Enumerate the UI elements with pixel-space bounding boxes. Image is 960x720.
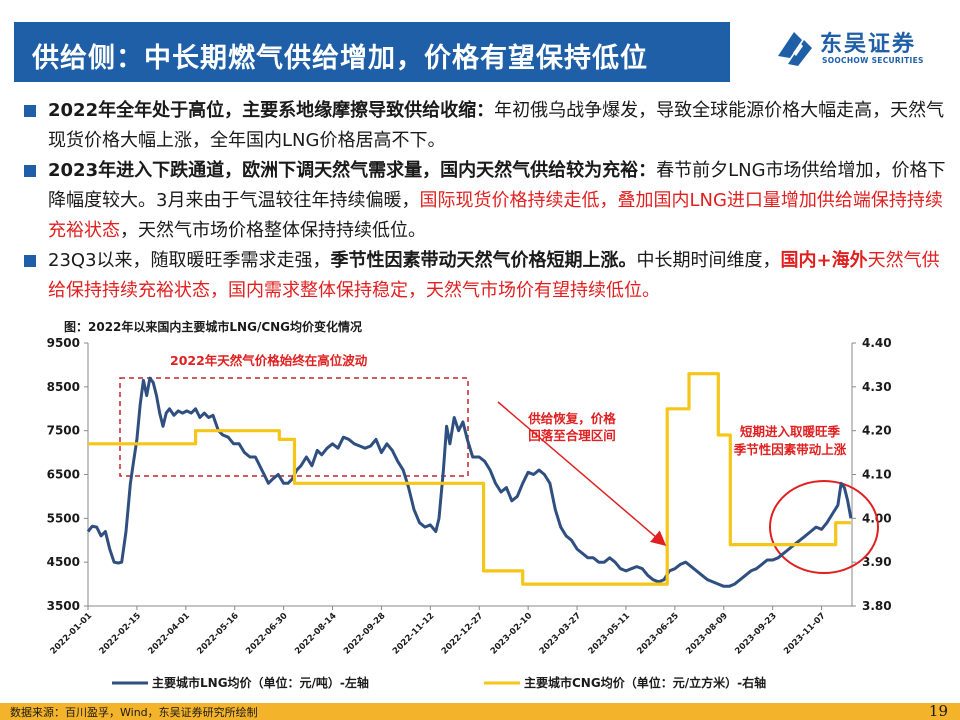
- page-number: 19: [928, 702, 948, 720]
- footer-bar: 数据来源：百川盈孚，Wind，东吴证券研究所绘制 19: [0, 702, 960, 720]
- logo-name: 东吴证券: [820, 32, 917, 57]
- chart-annotation: 2022年天然气价格始终在高位波动: [170, 353, 368, 368]
- x-tick-label: 2023-08-09: [684, 611, 730, 657]
- x-tick-label: 2023-02-10: [489, 611, 535, 657]
- soochow-logo-icon: [778, 32, 812, 66]
- y-left-tick-label: 4500: [47, 555, 80, 569]
- bullet-text: 国内+海外: [780, 250, 868, 271]
- y-right-tick-label: 4.20: [862, 424, 892, 438]
- x-tick-label: 2022-08-14: [293, 611, 339, 657]
- chart-annotation: 供给恢复，价格: [527, 411, 616, 426]
- highlight-circle-recent: [769, 480, 879, 574]
- bullet-text: 季节性因素带动天然气价格短期上涨。: [330, 250, 637, 271]
- y-left-tick-label: 5500: [47, 511, 80, 525]
- x-tick-label: 2022-12-27: [440, 611, 486, 657]
- y-left-tick-label: 7500: [47, 424, 80, 438]
- bullet-item: 2023年进入下跌通道，欧洲下调天然气需求量，国内天然气供给较为充裕：春节前夕L…: [14, 156, 946, 246]
- y-left-tick-label: 6500: [47, 468, 80, 482]
- y-left-tick-label: 3500: [47, 599, 80, 613]
- y-right-tick-label: 3.80: [862, 599, 892, 613]
- x-tick-label: 2023-11-07: [782, 611, 828, 657]
- x-tick-label: 2023-06-25: [635, 611, 681, 657]
- x-tick-label: 2022-05-16: [195, 611, 241, 657]
- cng-series-line: [88, 372, 851, 586]
- bullet-text: 天然气供给保持持续充裕状态，国内需求整体保持稳定，天然气市场价有望持续低位。: [48, 250, 940, 301]
- bullet-text: 年初俄乌战争爆发，导致全球能源价格大幅走高，天然气现货价格大幅上涨，全年国内LN…: [48, 100, 945, 151]
- chart-annotation: 回落至合理区间: [528, 428, 616, 443]
- x-tick-label: 2022-11-12: [391, 611, 437, 657]
- bullet-text: 国际现货价格持续走低，叠加国内LNG进口量增加供给端保持持续充裕状态: [48, 190, 943, 241]
- bullet-text: 中长期时间维度，: [636, 250, 781, 271]
- downtrend-arrow: [497, 401, 667, 546]
- bullet-text: 2023年进入下跌通道，欧洲下调天然气需求量，国内天然气供给较为充裕：: [48, 160, 657, 181]
- bullet-text: 23Q3以来，随取暖旺季需求走强，: [48, 250, 331, 271]
- bullet-square-icon: [24, 105, 36, 117]
- title-banner: 供给侧：中长期燃气供给增加，价格有望保持低位: [14, 22, 730, 82]
- y-right-tick-label: 4.30: [862, 380, 892, 394]
- x-tick-label: 2023-05-11: [587, 611, 633, 657]
- data-source: 数据来源：百川盈孚，Wind，东吴证券研究所绘制: [10, 706, 258, 719]
- x-tick-label: 2022-06-30: [244, 611, 290, 657]
- bullet-text: ，天然气市场价格整体保持持续低位。: [120, 220, 426, 241]
- highlight-box-2022: [119, 377, 469, 477]
- bullet-square-icon: [24, 165, 36, 177]
- x-tick-label: 2023-09-23: [733, 611, 779, 657]
- bullet-text: 春节前夕LNG市场供给增加，价格下降幅度较大。3月来由于气温较往年持续偏暖，: [48, 160, 946, 211]
- y-right-tick-label: 3.90: [862, 555, 892, 569]
- x-tick-label: 2022-04-01: [146, 611, 192, 657]
- x-tick-label: 2022-01-01: [49, 611, 95, 657]
- bullet-list: 2022年全年处于高位，主要系地缘摩擦导致供给收缩：年初俄乌战争爆发，导致全球能…: [14, 96, 946, 306]
- logo-subtitle: SOOCHOW SECURITIES: [822, 56, 924, 65]
- legend-label-cng: 主要城市CNG均价（单位：元/立方米）-右轴: [524, 675, 766, 690]
- price-line-chart: 35004500550065007500850095003.803.904.00…: [47, 336, 892, 690]
- brand-logo: 东吴证券 SOOCHOW SECURITIES: [772, 26, 942, 74]
- y-right-tick-label: 4.10: [862, 468, 892, 482]
- lng-series-line: [86, 376, 853, 588]
- x-tick-label: 2023-03-27: [538, 611, 584, 657]
- legend-label-lng: 主要城市LNG均价（单位：元/吨）-左轴: [152, 675, 369, 690]
- chart-title: 图：2022年以来国内主要城市LNG/CNG均价变化情况: [64, 320, 363, 334]
- x-tick-label: 2022-09-28: [342, 611, 388, 657]
- bullet-item: 2022年全年处于高位，主要系地缘摩擦导致供给收缩：年初俄乌战争爆发，导致全球能…: [14, 96, 946, 156]
- chart-annotation: 季节性因素带动上涨: [733, 442, 847, 457]
- bullet-item: 23Q3以来，随取暖旺季需求走强，季节性因素带动天然气价格短期上涨。中长期时间维…: [14, 246, 946, 306]
- chart-annotation: 短期进入取暖旺季: [740, 424, 841, 439]
- x-tick-label: 2022-02-15: [98, 611, 144, 657]
- y-left-tick-label: 9500: [47, 336, 80, 350]
- bullet-text: 2022年全年处于高位，主要系地缘摩擦导致供给收缩：: [48, 100, 495, 121]
- bullet-square-icon: [24, 255, 36, 267]
- y-right-tick-label: 4.40: [862, 336, 892, 350]
- page-title: 供给侧：中长期燃气供给增加，价格有望保持低位: [32, 43, 648, 74]
- y-left-tick-label: 8500: [47, 380, 80, 394]
